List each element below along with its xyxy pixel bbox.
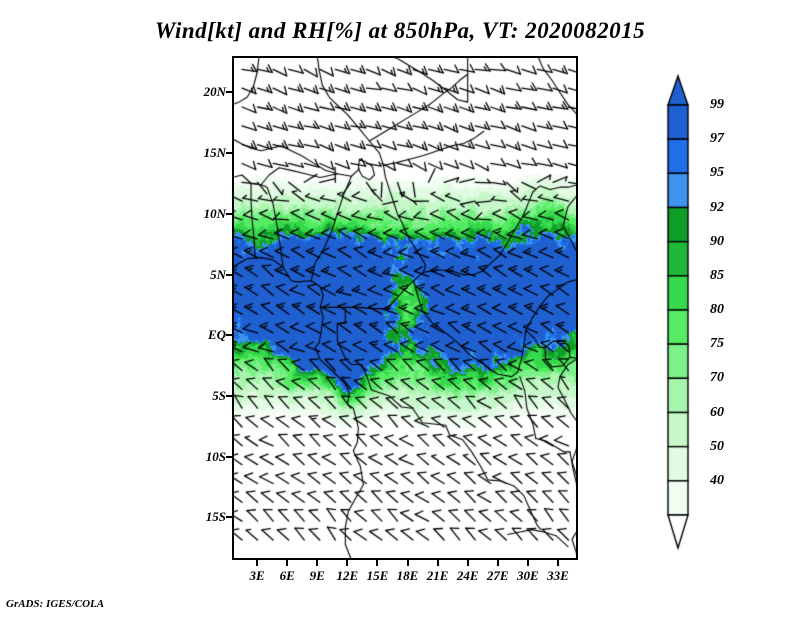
lon-tick-mark — [376, 560, 379, 566]
colorbar-tick-label: 50 — [710, 438, 724, 454]
lat-tick-label: 5N — [210, 266, 226, 282]
longitude-axis: 3E 6E 9E 12E 15E 18E 21E 24E 27E 30E 33E — [232, 564, 578, 584]
colorbar-tick-label: 80 — [710, 302, 724, 317]
colorbar-tick-label: 95 — [710, 165, 724, 181]
lat-tick-label: EQ — [207, 327, 226, 343]
colorbar-tick-label: 97 — [710, 131, 724, 147]
colorbar[interactable]: 99 97 95 92 90 85 80 75 70 60 50 40 — [660, 70, 760, 555]
lat-tick-mark — [226, 516, 232, 519]
colorbar-tick-label: 85 — [710, 267, 724, 283]
lon-tick-label: 27E — [486, 568, 509, 583]
lon-tick-mark — [286, 560, 289, 566]
rh-wind-map-canvas[interactable] — [232, 56, 578, 560]
lat-tick-mark — [226, 455, 232, 458]
latitude-axis: 20N 15N 10N 5N EQ 5S 10S 15S — [190, 56, 226, 560]
colorbar-tick-label: 75 — [710, 336, 724, 352]
page-title: Wind[kt] and RH[%] at 850hPa, VT: 202008… — [154, 18, 646, 43]
lat-tick-label: 15S — [205, 509, 226, 525]
lat-tick-label: 15N — [203, 145, 226, 161]
colorbar-tick-label: 70 — [710, 370, 724, 386]
lon-tick-label: 24E — [456, 568, 479, 583]
lon-tick-label: 12E — [336, 568, 359, 583]
lon-tick-mark — [406, 560, 409, 566]
lon-tick-label: 15E — [366, 568, 389, 583]
lat-tick-mark — [226, 334, 232, 337]
lon-tick-mark — [496, 560, 499, 566]
lon-tick-mark — [346, 560, 349, 566]
colorbar-tick-label: 60 — [710, 404, 724, 420]
lon-tick-mark — [556, 560, 559, 566]
lat-tick-mark — [226, 212, 232, 215]
lon-tick-label: 6E — [279, 568, 295, 583]
lon-tick-mark — [466, 560, 469, 566]
lat-tick-mark — [226, 152, 232, 155]
lon-tick-label: 30E — [517, 568, 539, 583]
lat-tick-mark — [226, 395, 232, 398]
lat-tick-label: 10S — [205, 448, 226, 464]
colorbar-tick-label: 90 — [710, 233, 724, 249]
colorbar-tick-label: 99 — [710, 97, 724, 112]
colorbar-canvas — [660, 70, 706, 555]
lon-tick-label: 33E — [547, 568, 569, 583]
lon-tick-mark — [256, 560, 259, 566]
colorbar-tick-label: 92 — [710, 199, 724, 215]
lon-tick-mark — [316, 560, 319, 566]
lon-tick-label: 3E — [249, 568, 265, 583]
grads-credit-label: GrADS: IGES/COLA — [6, 598, 105, 610]
lat-tick-mark — [226, 91, 232, 94]
lat-tick-label: 5S — [212, 388, 226, 404]
lat-tick-label: 20N — [203, 84, 226, 100]
colorbar-tick-label: 40 — [710, 472, 724, 488]
lon-tick-label: 9E — [309, 568, 325, 583]
lon-tick-mark — [526, 560, 529, 566]
lat-tick-label: 10N — [203, 205, 226, 221]
lat-tick-mark — [226, 273, 232, 276]
lon-tick-label: 18E — [396, 568, 419, 583]
lon-tick-mark — [436, 560, 439, 566]
map-plot-area[interactable] — [232, 56, 578, 560]
lon-tick-label: 21E — [426, 568, 449, 583]
